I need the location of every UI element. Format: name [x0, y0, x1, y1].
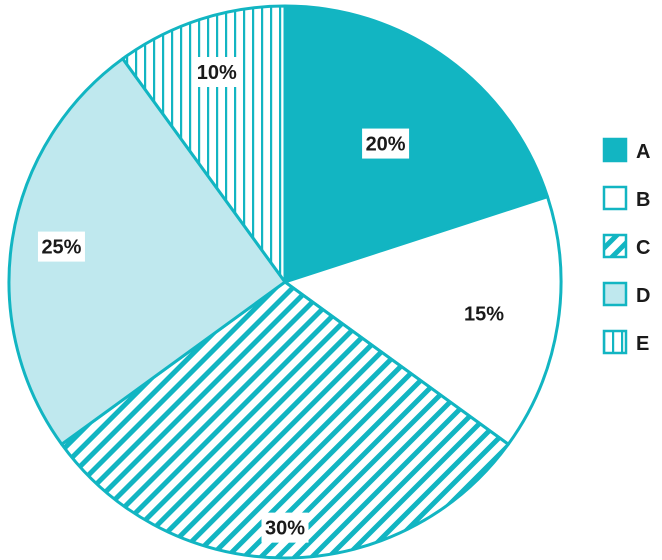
pie-slice-a	[283, 4, 549, 284]
legend-swatch-a	[602, 137, 628, 163]
value-label-bg-d	[37, 231, 85, 262]
pie-slice-b	[283, 195, 563, 446]
legend-label-a: A	[636, 141, 650, 163]
legend-label-d: D	[636, 285, 650, 307]
value-label-e: 10%	[197, 62, 237, 84]
legend-swatch-d	[602, 281, 628, 307]
pie-value-labels: 20% 15% 30% 25% 10%	[37, 57, 508, 543]
pie-slice-c	[60, 280, 510, 560]
legend-label-c: C	[636, 237, 650, 259]
value-label-bg-a	[362, 128, 410, 159]
value-label-bg-e	[193, 57, 241, 88]
value-label-d: 25%	[41, 237, 81, 259]
pie-slice-e	[121, 4, 287, 284]
pie-slices	[7, 4, 563, 560]
legend-label-b: B	[636, 189, 650, 211]
value-label-b: 15%	[464, 304, 504, 326]
value-label-bg-b	[460, 298, 508, 329]
legend: A B C D E	[602, 137, 650, 355]
pie-slice-d	[7, 57, 287, 446]
legend-swatch-b	[602, 185, 628, 211]
legend-swatch-e	[602, 329, 628, 355]
value-label-bg-c	[261, 512, 309, 543]
legend-swatch-c	[602, 233, 628, 259]
value-label-a: 20%	[366, 134, 406, 156]
legend-label-e: E	[636, 333, 649, 355]
value-label-c: 30%	[265, 518, 305, 540]
